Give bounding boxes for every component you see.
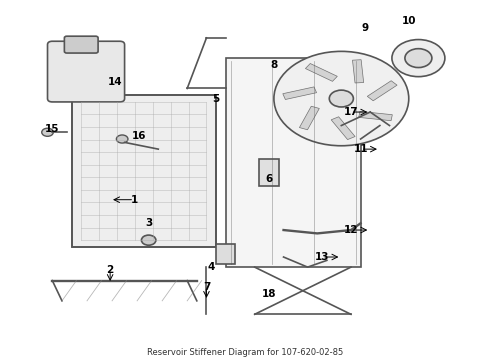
Text: 12: 12 bbox=[343, 225, 358, 235]
Text: 2: 2 bbox=[106, 265, 114, 275]
Circle shape bbox=[329, 90, 353, 107]
Text: 3: 3 bbox=[145, 218, 152, 228]
Text: 8: 8 bbox=[270, 60, 277, 70]
Text: 5: 5 bbox=[213, 94, 220, 104]
Bar bbox=[226, 58, 361, 267]
Bar bbox=[72, 95, 216, 247]
FancyArrow shape bbox=[352, 60, 364, 83]
Text: 18: 18 bbox=[262, 289, 276, 299]
FancyArrow shape bbox=[359, 111, 392, 121]
Text: 15: 15 bbox=[45, 124, 60, 134]
Bar bbox=[72, 95, 216, 247]
Text: 14: 14 bbox=[108, 77, 122, 87]
Text: 9: 9 bbox=[362, 23, 369, 33]
Text: 10: 10 bbox=[401, 16, 416, 26]
Circle shape bbox=[405, 49, 432, 68]
FancyArrow shape bbox=[368, 81, 397, 101]
FancyBboxPatch shape bbox=[64, 36, 98, 53]
Circle shape bbox=[117, 135, 128, 143]
Bar bbox=[216, 243, 235, 264]
Text: 4: 4 bbox=[208, 262, 215, 272]
FancyArrow shape bbox=[305, 63, 337, 81]
Text: 16: 16 bbox=[132, 131, 147, 141]
Circle shape bbox=[274, 51, 409, 146]
Text: 17: 17 bbox=[343, 107, 358, 117]
Text: 6: 6 bbox=[266, 175, 273, 184]
Bar bbox=[259, 159, 279, 186]
Text: Reservoir Stiffener Diagram for 107-620-02-85: Reservoir Stiffener Diagram for 107-620-… bbox=[147, 348, 343, 357]
FancyBboxPatch shape bbox=[48, 41, 124, 102]
Text: 13: 13 bbox=[315, 252, 329, 262]
Circle shape bbox=[42, 128, 53, 136]
Text: 1: 1 bbox=[131, 195, 138, 205]
Circle shape bbox=[142, 235, 156, 245]
Text: 11: 11 bbox=[353, 144, 368, 154]
Circle shape bbox=[392, 40, 445, 77]
FancyArrow shape bbox=[331, 117, 355, 140]
FancyArrow shape bbox=[283, 87, 317, 99]
FancyArrow shape bbox=[299, 106, 319, 130]
Text: 7: 7 bbox=[203, 282, 210, 292]
